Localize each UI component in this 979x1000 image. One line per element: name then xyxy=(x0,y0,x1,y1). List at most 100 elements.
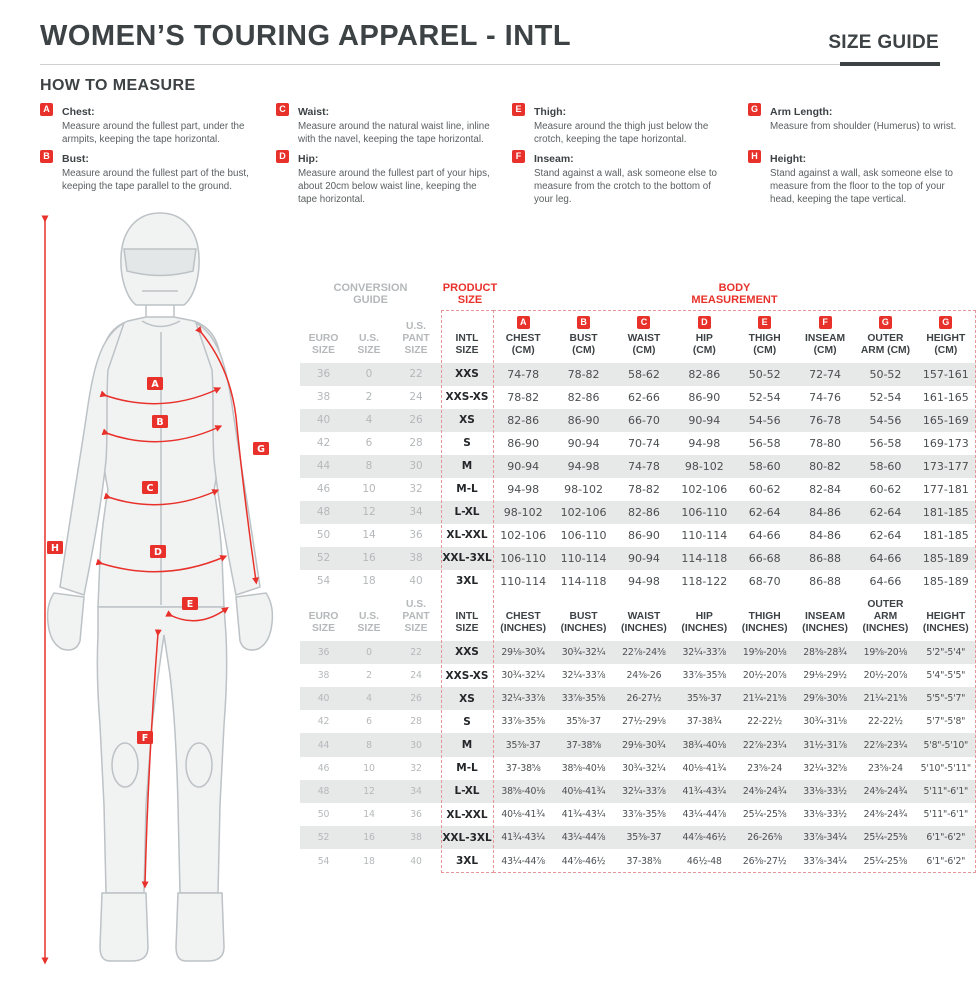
table-cell: 32¼-33⅞ xyxy=(561,670,606,681)
table-cell: 44⅞-46½ xyxy=(682,832,727,844)
table-cell: 161-165 xyxy=(922,390,969,404)
column-header: A CHEST (CM) xyxy=(505,316,541,357)
table-row: 50 14 36 XL-XXL 102-106 106-110 86-90 110-114 64… xyxy=(300,524,976,547)
table-cell: 46 xyxy=(317,762,330,774)
table-cell: 74-78 xyxy=(627,459,660,473)
table-cell: 24⅜-24¾ xyxy=(863,785,908,797)
table-cell: 43¼-44⅞ xyxy=(682,809,727,821)
measure-description: Measure around the fullest part, under t… xyxy=(62,121,245,145)
table-cell: 78-82 xyxy=(627,482,660,496)
measure-description: Measure from shoulder (Humerus) to wrist… xyxy=(770,121,957,132)
table-cell: 41¾-43¼ xyxy=(561,809,606,821)
table-row: 52 16 38 XXL-3XL 41¾-43¼ 43¼-44⅞ 35⅜-37 44⅞-46½… xyxy=(300,826,976,850)
table-cell: 36 xyxy=(410,809,422,821)
measure-item: F Inseam: Stand against a wall, ask some… xyxy=(512,149,732,207)
column-header: HEIGHT (INCHES) xyxy=(922,611,969,635)
table-cell: 52-54 xyxy=(748,390,781,404)
table-cell: 33⅞-34¼ xyxy=(803,855,847,867)
table-cell: 35⅝-37 xyxy=(566,716,601,728)
table-row: 38 2 24 XXS-XS 78-82 82-86 62-66 86-90 52-54 74-7… xyxy=(300,386,976,409)
table-cell: 106-110 xyxy=(560,528,607,542)
table-cell: 2 xyxy=(365,391,373,404)
column-header: CHEST (INCHES) xyxy=(500,611,547,635)
table-cell: 35⅜-37 xyxy=(686,693,722,705)
table-row: 40 4 26 XS 82-86 86-90 66-70 90-94 54-56 76-78 54-… xyxy=(300,408,976,432)
table-cell: 22⅞-23¼ xyxy=(863,739,908,751)
table-cell: 5'5"-5'7" xyxy=(926,693,966,705)
table-cell: 5'2"-5'4" xyxy=(926,646,966,658)
table-cell: 33⅞-34¼ xyxy=(803,832,847,844)
table-cell: 58-60 xyxy=(748,459,781,473)
table-cell: 37-38¾ xyxy=(686,716,722,728)
table-cell: 38⅝-40⅛ xyxy=(501,785,545,797)
table-cell: M xyxy=(461,460,473,473)
table-cell: 22 xyxy=(409,368,423,381)
table-cell: 25¼-25⅜ xyxy=(863,832,908,844)
table-cell: XL-XXL xyxy=(446,808,488,821)
svg-text:F: F xyxy=(142,733,149,744)
measure-instructions: A Chest: Measure around the fullest part… xyxy=(40,102,968,207)
table-cell: S xyxy=(463,437,471,450)
table-cell: M-L xyxy=(456,762,478,775)
table-row: 36 0 22 XXS 74-78 78-82 58-62 82-86 50-52 72-74 50… xyxy=(300,362,976,386)
table-cell: 169-173 xyxy=(922,436,969,450)
table-cell: 60-62 xyxy=(869,482,902,496)
table-cell: 38¾-40⅛ xyxy=(682,739,727,751)
table-cell: 37-38⅝ xyxy=(566,739,601,751)
table-cell: 86-90 xyxy=(627,528,660,542)
table-cell: 86-88 xyxy=(809,574,842,588)
table-cell: 33⅞-35⅜ xyxy=(501,716,545,728)
table-cell: 98-102 xyxy=(503,505,543,519)
table-cell: 40⅛-41¾ xyxy=(561,785,606,797)
table-cell: 70-74 xyxy=(627,436,660,450)
size-guide-underline xyxy=(840,62,940,66)
inches-table-header: EURO SIZE U.S. SIZE U.S. PANT SIZE INTL SIZE CHE… xyxy=(300,593,976,641)
table-cell: 165-169 xyxy=(922,413,969,427)
column-header: INTL SIZE xyxy=(455,333,479,357)
table-cell: 33⅞-35⅜ xyxy=(682,670,727,681)
table-cell: 26 xyxy=(409,414,423,427)
table-cell: 52 xyxy=(317,832,330,844)
column-header: WAIST (INCHES) xyxy=(621,611,667,635)
table-cell: 94-98 xyxy=(627,574,660,588)
table-cell: 173-177 xyxy=(922,459,969,473)
table-cell: L-XL xyxy=(454,785,480,798)
table-cell: 35⅜-37 xyxy=(505,739,541,751)
table-cell: 66-70 xyxy=(627,413,660,427)
arm-length-arrow xyxy=(195,326,259,585)
table-row: 46 10 32 M-L 37-38⅝ 38⅝-40⅛ 30¾-32¼ 40⅛-41¾ 23⅝-… xyxy=(300,757,976,780)
table-cell: 26 xyxy=(410,693,422,705)
table-cell: 18 xyxy=(362,575,376,588)
product-size-header: PRODUCT SIZE xyxy=(442,281,498,307)
column-letter-badge: E xyxy=(758,316,772,329)
letter-badge: E xyxy=(512,103,525,116)
table-cell: 32¼-32⅝ xyxy=(803,762,847,774)
table-cell: 110-114 xyxy=(500,574,547,588)
table-cell: 29⅛-30¾ xyxy=(501,646,545,658)
measure-description: Measure around the fullest part of your … xyxy=(298,167,490,205)
table-cell: 26-26⅜ xyxy=(747,832,783,844)
table-cell: XXS-XS xyxy=(445,669,489,682)
table-cell: 102-106 xyxy=(560,505,607,519)
table-cell: 94-98 xyxy=(688,436,721,450)
measure-item: E Thigh: Measure around the thigh just b… xyxy=(512,102,732,147)
table-cell: 56-58 xyxy=(869,436,902,450)
size-guide-label: SIZE GUIDE xyxy=(828,32,939,53)
table-cell: 62-64 xyxy=(869,528,902,542)
table-cell: 22⅞-24⅜ xyxy=(622,646,666,658)
column-header: BUST (INCHES) xyxy=(560,611,607,635)
table-cell: 52-54 xyxy=(869,390,902,404)
table-cell: 52 xyxy=(316,552,331,565)
table-cell: 40⅛-41¾ xyxy=(501,809,545,821)
table-cell: 30¾-32¼ xyxy=(622,762,666,774)
table-cell: 82-84 xyxy=(809,482,842,496)
figure-badge-d: D xyxy=(150,545,166,558)
table-cell: 114-118 xyxy=(560,574,607,588)
figure-badge-c: C xyxy=(142,481,158,494)
table-cell: 37-38⅝ xyxy=(505,762,541,774)
svg-text:D: D xyxy=(154,547,162,558)
table-cell: 40 xyxy=(409,575,423,588)
table-cell: 42 xyxy=(316,437,331,450)
table-cell: 76-78 xyxy=(809,413,842,427)
table-cell: 54 xyxy=(316,575,331,588)
